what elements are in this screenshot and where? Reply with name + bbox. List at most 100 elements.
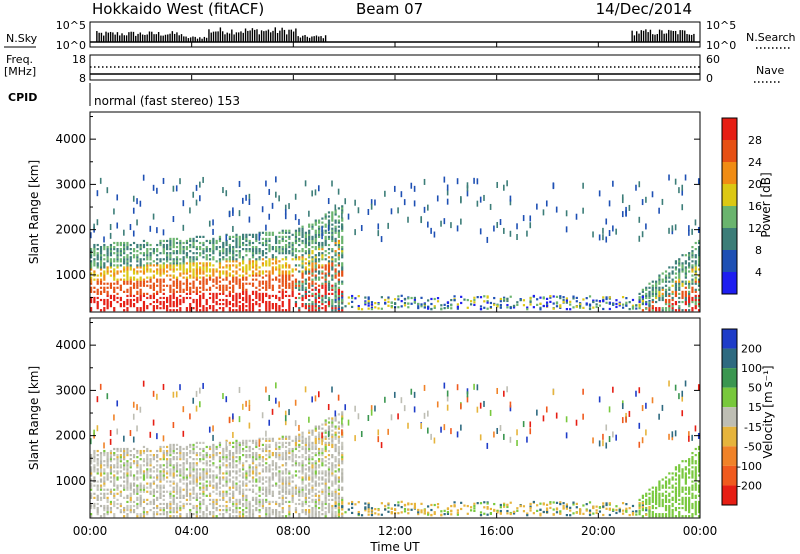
power-point bbox=[291, 268, 294, 271]
power-point bbox=[225, 252, 228, 255]
power-point bbox=[317, 266, 321, 269]
power-point bbox=[327, 225, 330, 232]
power-point bbox=[199, 286, 202, 289]
velocity-point bbox=[258, 508, 261, 512]
power-point bbox=[255, 274, 258, 277]
power-point bbox=[473, 301, 476, 304]
velocity-point bbox=[334, 478, 337, 481]
power-point bbox=[146, 264, 149, 267]
velocity-point bbox=[251, 466, 255, 469]
power-point bbox=[598, 300, 602, 303]
velocity-point bbox=[268, 451, 271, 455]
power-point bbox=[106, 256, 109, 259]
power-point bbox=[258, 305, 261, 308]
velocity-point bbox=[327, 474, 331, 477]
velocity-point bbox=[232, 470, 235, 473]
velocity-point bbox=[142, 508, 146, 512]
power-point bbox=[304, 245, 307, 249]
power-point bbox=[99, 268, 103, 271]
velocity-point bbox=[370, 513, 374, 517]
velocity-point bbox=[337, 445, 341, 449]
power-point bbox=[241, 305, 245, 308]
power-point bbox=[288, 307, 291, 310]
power-point bbox=[331, 298, 334, 302]
power-point bbox=[235, 266, 238, 269]
power-point bbox=[159, 270, 162, 273]
velocity-point bbox=[205, 454, 208, 457]
velocity-point bbox=[129, 511, 132, 514]
power-point bbox=[123, 270, 126, 273]
power-point bbox=[215, 248, 218, 251]
velocity-point bbox=[278, 490, 281, 493]
velocity-point bbox=[182, 430, 185, 437]
power-point bbox=[314, 239, 317, 243]
velocity-point bbox=[179, 468, 182, 471]
power-point bbox=[245, 290, 248, 293]
power-point bbox=[331, 262, 334, 265]
velocity-point bbox=[225, 472, 228, 475]
power-point bbox=[195, 184, 198, 191]
velocity-point bbox=[159, 474, 162, 477]
velocity-point bbox=[314, 425, 317, 428]
power-point bbox=[251, 302, 255, 306]
power-point bbox=[172, 292, 175, 296]
velocity-point bbox=[327, 431, 330, 438]
power-point bbox=[555, 305, 559, 308]
velocity-point bbox=[337, 458, 341, 461]
velocity-point bbox=[347, 508, 350, 511]
power-point bbox=[169, 302, 172, 306]
velocity-point bbox=[99, 480, 103, 483]
velocity-point bbox=[314, 513, 317, 516]
power-point bbox=[638, 181, 641, 188]
power-panel-frame bbox=[89, 111, 701, 313]
power-point bbox=[156, 258, 159, 261]
power-point bbox=[291, 294, 294, 298]
power-point bbox=[245, 194, 247, 201]
power-point bbox=[625, 301, 628, 304]
velocity-point bbox=[284, 470, 288, 473]
power-point bbox=[268, 286, 271, 289]
power-point bbox=[109, 245, 113, 249]
power-point bbox=[288, 300, 291, 304]
velocity-point bbox=[169, 502, 172, 506]
power-point bbox=[132, 248, 136, 251]
power-point bbox=[106, 248, 109, 251]
velocity-point bbox=[132, 488, 136, 491]
velocity-point bbox=[294, 470, 298, 473]
power-point bbox=[691, 252, 694, 255]
velocity-point bbox=[284, 456, 288, 459]
velocity-point bbox=[212, 470, 215, 473]
power-point bbox=[146, 243, 149, 247]
power-point bbox=[562, 296, 565, 299]
power-point bbox=[658, 207, 660, 214]
power-point bbox=[169, 305, 172, 308]
power-point bbox=[321, 270, 324, 273]
power-point bbox=[526, 306, 529, 309]
power-point bbox=[658, 292, 661, 296]
velocity-point bbox=[258, 458, 261, 461]
power-point bbox=[301, 241, 304, 245]
power-point bbox=[142, 309, 146, 312]
power-point bbox=[238, 278, 241, 281]
velocity-point bbox=[281, 511, 284, 514]
power-point bbox=[668, 307, 671, 310]
power-point bbox=[90, 272, 93, 275]
power-point bbox=[377, 307, 380, 310]
power-point bbox=[321, 254, 324, 257]
velocity-point bbox=[182, 406, 185, 413]
velocity-point bbox=[218, 445, 222, 449]
power-point bbox=[185, 280, 189, 283]
velocity-point bbox=[265, 454, 268, 457]
velocity-point bbox=[354, 503, 357, 506]
velocity-point bbox=[327, 498, 331, 502]
power-point bbox=[192, 307, 195, 310]
power-point bbox=[648, 294, 651, 298]
velocity-point bbox=[308, 437, 311, 440]
velocity-point bbox=[341, 441, 344, 444]
velocity-point bbox=[288, 484, 291, 487]
power-point bbox=[192, 274, 195, 277]
velocity-point bbox=[311, 478, 314, 481]
velocity-point bbox=[298, 470, 301, 473]
power-point bbox=[195, 276, 198, 279]
power-point bbox=[678, 305, 681, 308]
